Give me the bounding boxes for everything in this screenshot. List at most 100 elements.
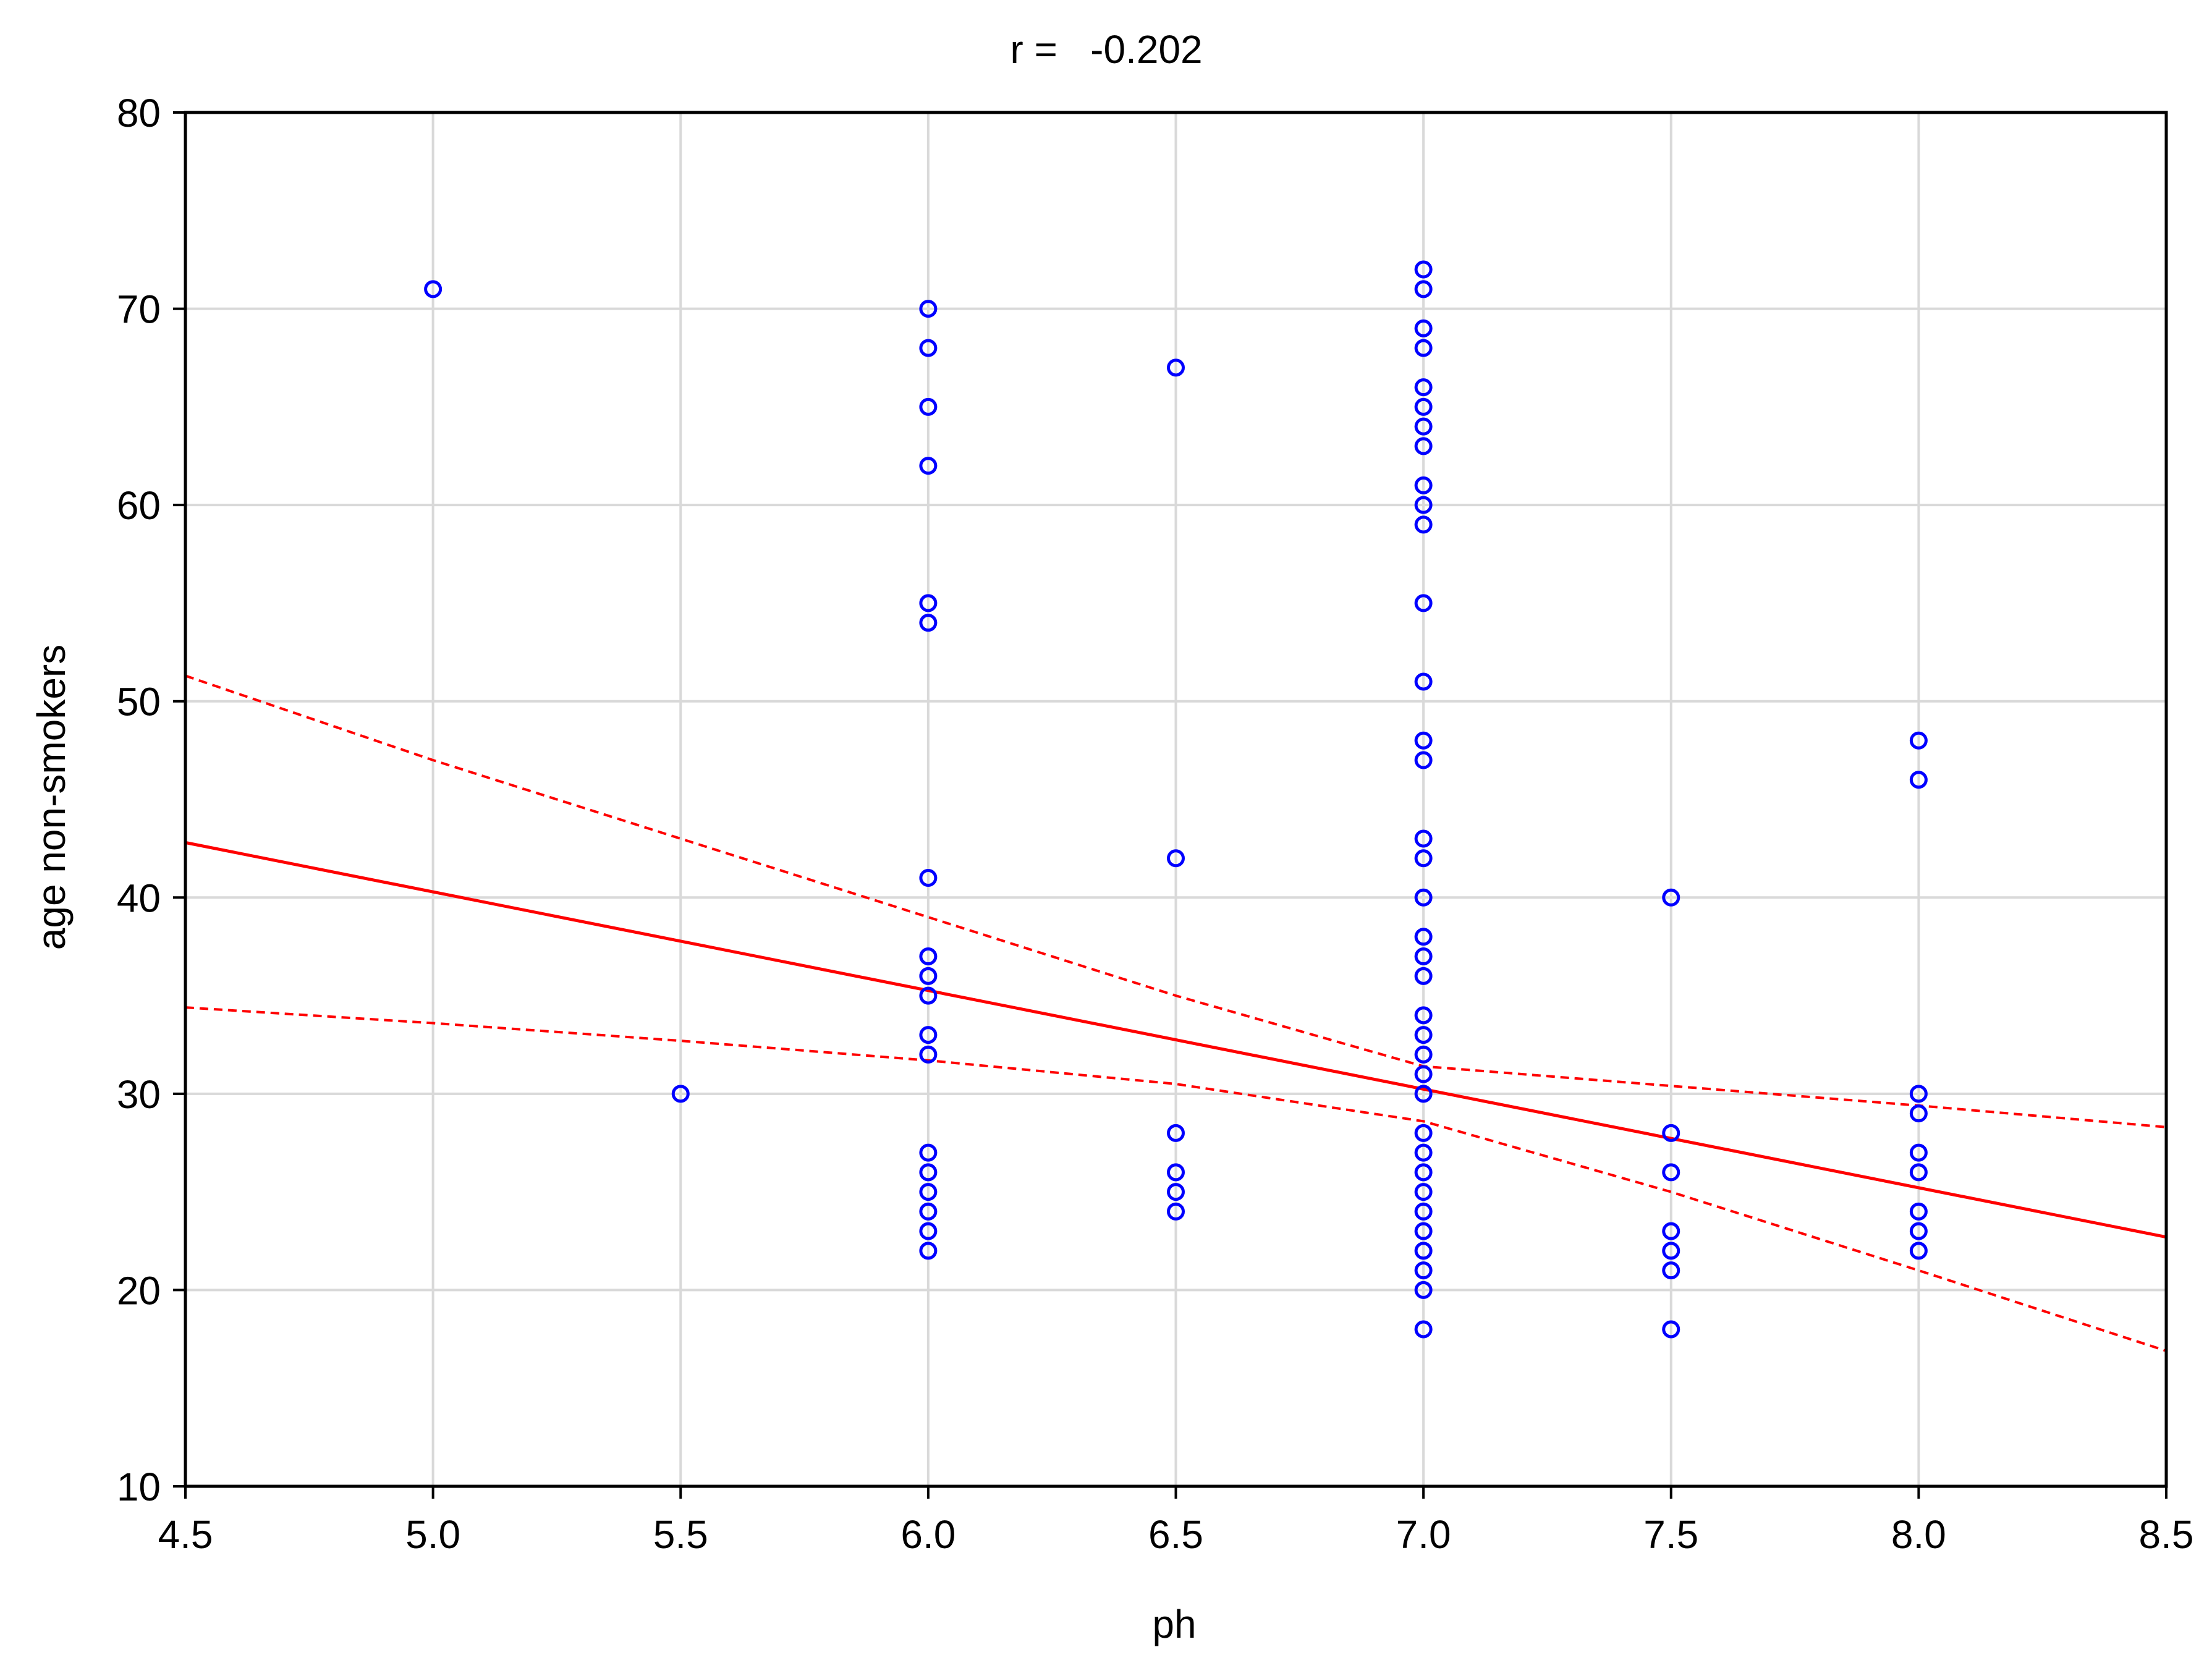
scatter-point — [1414, 947, 1433, 966]
scatter-point — [1414, 476, 1433, 494]
scatter-point — [919, 594, 938, 612]
scatter-point — [1414, 1163, 1433, 1182]
scatter-point — [1662, 1242, 1680, 1260]
scatter-point — [1414, 496, 1433, 514]
scatter-point — [1414, 751, 1433, 769]
scatter-point — [1909, 1085, 1928, 1103]
scatter-point — [1909, 731, 1928, 750]
scatter-point — [919, 986, 938, 1005]
scatter-point — [919, 967, 938, 985]
scatter-point — [1662, 1261, 1680, 1280]
x-axis-label: ph — [1152, 1602, 1196, 1646]
x-tick-label: 6.5 — [1148, 1512, 1203, 1557]
scatter-point — [1167, 1183, 1185, 1201]
scatter-point — [919, 1143, 938, 1162]
scatter-point — [1167, 358, 1185, 377]
y-tick-label: 80 — [117, 91, 161, 135]
scatter-point — [1414, 515, 1433, 534]
scatter-point — [919, 1222, 938, 1240]
confidence-band — [185, 674, 2167, 1352]
scatter-point — [1414, 1281, 1433, 1299]
scatter-point — [1909, 1242, 1928, 1260]
ci-upper-line — [185, 674, 2167, 1128]
scatter-point — [1909, 771, 1928, 789]
scatter-point — [1414, 1006, 1433, 1025]
scatter-point — [1909, 1104, 1928, 1123]
scatter-point — [1414, 967, 1433, 985]
scatter-point — [424, 280, 443, 298]
y-tick-label: 10 — [117, 1465, 161, 1509]
scatter-point — [919, 1163, 938, 1182]
grid-lines — [185, 112, 2166, 1486]
scatter-point — [1662, 1163, 1680, 1182]
y-tick-label: 70 — [117, 287, 161, 332]
scatter-point — [1414, 928, 1433, 946]
x-tick-label: 6.0 — [900, 1512, 956, 1557]
scatter-point — [1909, 1163, 1928, 1182]
data-points — [424, 260, 1928, 1339]
scatter-point — [1414, 1222, 1433, 1240]
scatter-point — [1414, 1085, 1433, 1103]
x-tick-label: 5.0 — [405, 1512, 460, 1557]
scatter-point — [1414, 260, 1433, 279]
scatter-point — [1909, 1222, 1928, 1240]
scatter-point — [1414, 1026, 1433, 1044]
scatter-point — [919, 947, 938, 966]
scatter-point — [1414, 1045, 1433, 1064]
x-tick-label: 7.5 — [1643, 1512, 1698, 1557]
scatter-point — [1414, 594, 1433, 612]
scatter-point — [1167, 849, 1185, 868]
scatter-point — [919, 1202, 938, 1221]
y-tick-label: 20 — [117, 1268, 161, 1313]
scatter-point — [1414, 1124, 1433, 1142]
scatter-point — [1414, 888, 1433, 907]
y-tick-label: 40 — [117, 876, 161, 920]
scatter-point — [1414, 437, 1433, 455]
y-tick-label: 30 — [117, 1072, 161, 1117]
scatter-point — [919, 339, 938, 357]
scatter-point — [1167, 1163, 1185, 1182]
scatter-point — [919, 1045, 938, 1064]
x-tick-label: 7.0 — [1396, 1512, 1451, 1557]
x-tick-label: 5.5 — [653, 1512, 708, 1557]
scatter-point — [1414, 1183, 1433, 1201]
scatter-point — [1414, 417, 1433, 436]
scatter-point — [1909, 1143, 1928, 1162]
scatter-point — [1414, 1143, 1433, 1162]
scatter-point — [919, 1183, 938, 1201]
x-axis-ticks: 4.5 5.0 5.5 6.0 6.5 7.0 7.5 8.0 8.5 — [158, 1486, 2194, 1557]
scatter-point — [919, 614, 938, 632]
scatter-point — [1909, 1202, 1928, 1221]
scatter-point — [1414, 731, 1433, 750]
y-axis-label: age non-smokers — [29, 645, 74, 950]
scatter-point — [1414, 397, 1433, 416]
x-tick-label: 8.5 — [2139, 1512, 2194, 1557]
scatter-point — [1662, 888, 1680, 907]
scatter-point — [1414, 829, 1433, 848]
scatter-point — [1662, 1320, 1680, 1339]
scatter-point — [1167, 1202, 1185, 1221]
scatter-point — [1414, 1242, 1433, 1260]
scatter-point — [919, 397, 938, 416]
y-tick-label: 50 — [117, 680, 161, 724]
x-tick-label: 4.5 — [158, 1512, 213, 1557]
ci-lower-line — [185, 1006, 2167, 1352]
scatter-point — [919, 457, 938, 475]
chart-title: r = -0.202 — [1010, 27, 1202, 72]
scatter-point — [919, 300, 938, 318]
scatter-point — [1414, 339, 1433, 357]
scatter-point — [671, 1085, 690, 1103]
scatter-point — [1414, 319, 1433, 337]
regression-line-group — [185, 840, 2167, 1239]
scatter-point — [1167, 1124, 1185, 1142]
y-axis-ticks: 10 20 30 40 50 60 70 80 — [117, 91, 185, 1509]
scatter-point — [919, 1242, 938, 1260]
scatter-point — [919, 869, 938, 887]
scatter-point — [1414, 1320, 1433, 1339]
scatter-point — [1414, 1261, 1433, 1280]
scatter-point — [1414, 1065, 1433, 1083]
scatter-point — [1414, 1202, 1433, 1221]
regression-line — [185, 840, 2167, 1239]
